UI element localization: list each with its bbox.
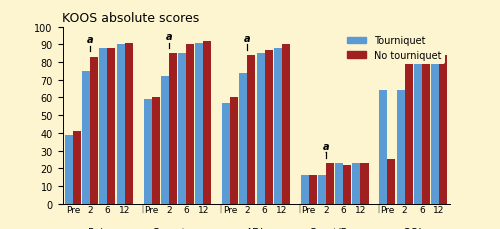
Bar [360,163,368,204]
Text: ADL: ADL [246,227,266,229]
Text: a: a [322,141,330,151]
Bar [439,56,447,204]
Bar [116,45,124,204]
Bar [248,56,256,204]
Bar [396,91,404,204]
Bar [124,43,132,204]
Bar [195,43,203,204]
Bar [152,98,160,204]
Bar [108,49,116,204]
Bar [186,45,194,204]
Text: a: a [402,39,408,49]
Bar [282,45,290,204]
Bar [326,163,334,204]
Legend: Tourniquet, No tourniquet: Tourniquet, No tourniquet [342,32,445,65]
Bar [161,77,169,204]
Text: Pain: Pain [88,227,110,229]
Bar [352,163,360,204]
Bar [388,160,396,204]
Bar [309,176,317,204]
Text: Symptom: Symptom [152,227,202,229]
Text: a: a [244,33,250,43]
Text: a: a [166,32,172,42]
Bar [65,135,73,204]
Bar [300,176,309,204]
Bar [404,61,412,204]
Bar [82,71,90,204]
Bar [222,103,230,204]
Bar [414,61,422,204]
Text: KOOS absolute scores: KOOS absolute scores [62,12,200,25]
Bar [422,61,430,204]
Bar [264,50,272,204]
Bar [204,42,212,204]
Text: a: a [87,35,94,45]
Bar [169,54,177,204]
Bar [274,49,282,204]
Bar [73,131,81,204]
Bar [178,54,186,204]
Bar [90,57,98,204]
Text: Sport/Rec: Sport/Rec [310,227,360,229]
Bar [343,165,351,204]
Text: QOL: QOL [402,227,424,229]
Bar [318,176,326,204]
Bar [335,163,343,204]
Bar [230,98,238,204]
Bar [431,57,439,204]
Bar [100,49,108,204]
Bar [380,91,388,204]
Bar [240,73,248,204]
Bar [144,100,152,204]
Bar [256,54,264,204]
